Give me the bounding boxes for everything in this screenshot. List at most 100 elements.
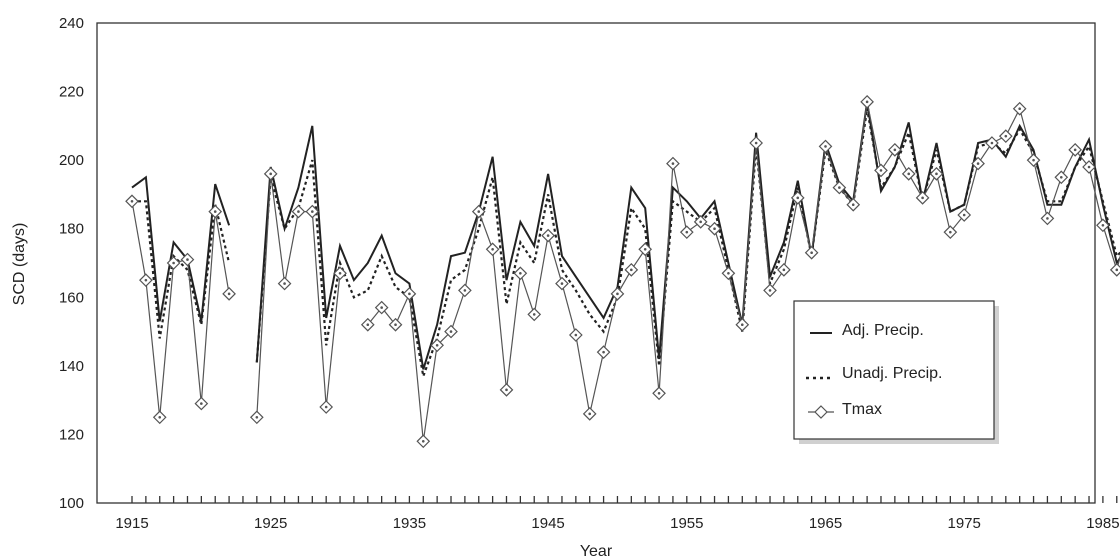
tmax-point-center-1939 [463,289,467,292]
tmax-point-center-1950 [616,292,619,296]
tmax-point-center-1960 [754,141,758,145]
legend-label-tmax: Tmax [842,401,882,418]
tmax-point-center-1979 [1018,107,1021,111]
tmax-point-center-1952 [643,247,647,251]
tmax-point-center-1968 [865,100,869,104]
tmax-point-center-1986 [1115,268,1119,272]
x-tick-label-1955: 1955 [670,515,703,532]
tmax-point-center-1942 [505,388,508,392]
tmax-point-center-1975 [962,213,966,217]
tmax-point-center-1956 [699,220,702,224]
tmax-point-center-1937 [435,343,439,347]
tmax-point-center-1936 [421,439,425,443]
legend-label-adj-precip: Adj. Precip. [842,322,924,339]
y-tick-label-100: 100 [59,495,84,512]
x-axis: 1915 1925 1935 1945 1955 1965 1975 1985 [115,496,1120,532]
tmax-point-center-1928 [311,210,314,213]
tmax-point-center-1922 [227,292,231,296]
y-tick-label-120: 120 [59,426,84,443]
legend: Adj. Precip. Unadj. Precip. Tmax [793,300,999,444]
tmax-point-center-1938 [449,330,453,333]
legend-box [793,300,995,440]
tmax-point-center-1917 [158,415,162,419]
series-adj-precip-line-0 [131,175,231,322]
tmax-point-center-1953 [657,391,661,395]
tmax-point-center-1921 [213,210,217,213]
tmax-point-center-1984 [1087,165,1091,169]
tmax-point-center-1949 [602,350,605,354]
y-tick-label-180: 180 [59,221,84,238]
tmax-point-center-1943 [519,271,522,275]
tmax-point-center-1927 [297,210,300,213]
tmax-point-center-1958 [727,271,730,275]
tmax-point-center-1944 [532,313,536,316]
tmax-point-center-1954 [671,162,675,165]
tmax-point-center-1962 [782,268,786,272]
x-axis-title: Year [580,543,613,558]
x-tick-label-1945: 1945 [531,515,564,532]
x-tick-label-1935: 1935 [393,515,426,532]
tmax-point-center-1933 [380,306,383,309]
x-tick-label-1975: 1975 [948,515,981,532]
tmax-point-center-1947 [574,333,578,337]
legend-label-unadj-precip: Unadj. Precip. [842,365,943,382]
tmax-point-center-1945 [546,234,550,237]
tmax-point-center-1946 [560,282,564,285]
tmax-point-center-1970 [893,148,897,152]
tmax-point-center-1977 [990,141,994,145]
tmax-point-center-1925 [269,172,273,176]
x-tick-label-1925: 1925 [254,515,287,532]
series-unadj-precip-line-0 [132,200,231,339]
y-axis-title: SCD (days) [11,223,28,306]
tmax-point-center-1976 [976,162,980,165]
tmax-point-center-1980 [1032,158,1035,162]
tmax-point-center-1918 [172,261,175,265]
y-tick-label-160: 160 [59,289,84,306]
tmax-point-center-1963 [796,196,800,200]
tmax-point-center-1959 [740,323,744,327]
tmax-point-center-1967 [851,203,855,207]
plot-frame [96,22,1096,504]
tmax-point-center-1972 [921,196,924,200]
legend-diamond-icon [814,405,828,419]
y-tick-label-140: 140 [59,358,84,375]
tmax-point-center-1916 [144,278,148,282]
tmax-point-center-1940 [477,210,481,213]
tmax-point-center-1929 [324,405,328,409]
tmax-point-center-1961 [768,289,772,292]
tmax-point-center-1920 [200,402,203,405]
series-tmax-line-0 [131,201,230,418]
y-tick-label-220: 220 [59,84,84,101]
tmax-point-center-1951 [630,268,633,272]
tmax-point-center-1965 [824,145,827,148]
tmax-point-center-1948 [588,412,592,416]
tmax-point-center-1926 [283,282,286,285]
tmax-point-center-1964 [810,251,813,255]
tmax-point-center-1955 [685,230,689,234]
tmax-point-center-1969 [879,169,883,172]
tmax-point-center-1971 [907,172,911,176]
tmax-point-center-1935 [408,292,411,296]
tmax-point-center-1973 [935,172,938,176]
tmax-point-1986 [1109,263,1120,277]
tmax-point-center-1982 [1059,175,1063,179]
y-tick-label-200: 200 [59,152,84,169]
tmax-point-center-1930 [338,271,342,275]
x-tick-label-1915: 1915 [115,515,148,532]
series-layer [125,95,1120,449]
tmax-point-center-1934 [394,323,397,327]
tmax-point-center-1957 [713,227,716,231]
tmax-point-center-1966 [838,186,841,189]
x-tick-label-1965: 1965 [809,515,842,532]
y-tick-label-240: 240 [59,15,84,32]
y-axis: 100 120 140 160 180 200 220 240 [59,15,84,512]
tmax-point-center-1983 [1073,148,1077,152]
tmax-point-center-1974 [949,230,952,234]
tmax-point-center-1932 [366,323,370,327]
tmax-point-center-1941 [491,247,494,251]
tmax-point-center-1919 [186,258,189,261]
tmax-point-center-1981 [1046,217,1049,220]
tmax-point-center-1915 [130,199,134,203]
x-tick-label-1985: 1985 [1086,515,1119,532]
